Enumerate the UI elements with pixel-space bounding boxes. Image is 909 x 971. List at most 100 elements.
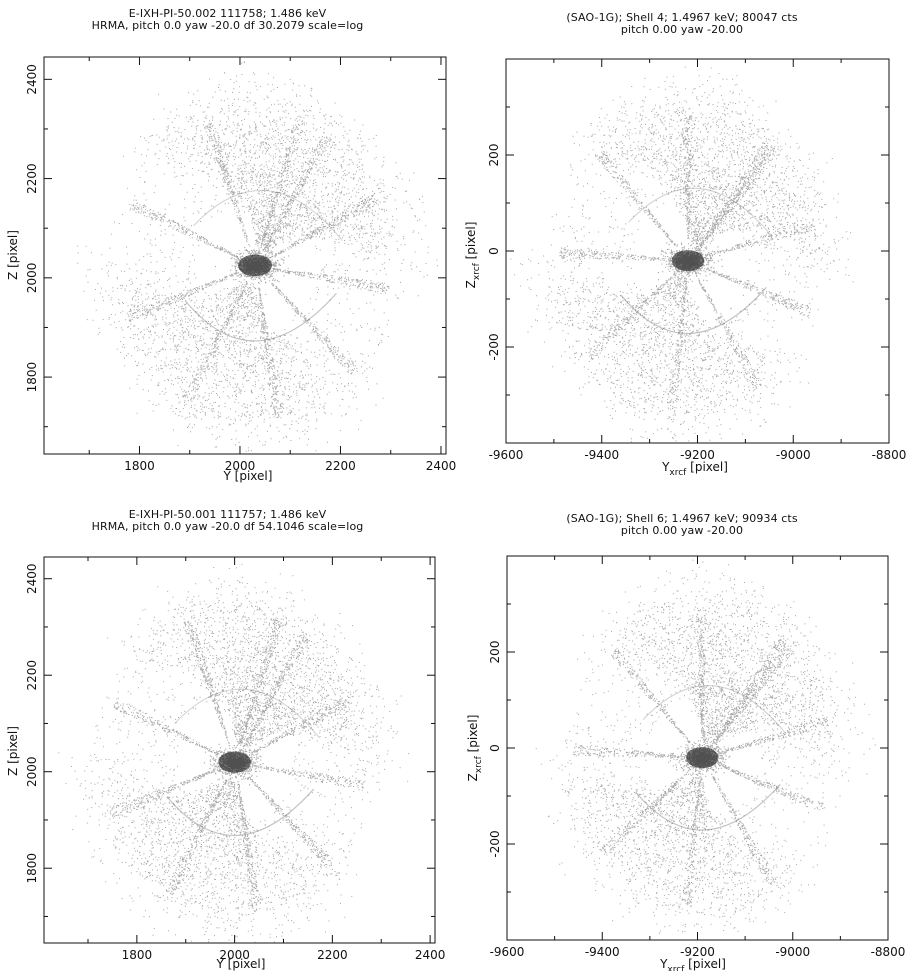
y-tick-label: 2000 <box>25 756 39 787</box>
y-axis-label-group: Z [pixel] <box>6 230 20 280</box>
x-tick-group: -9600 -9400 -9200 -9000 -8800 <box>489 59 906 462</box>
x-tick-label: -9000 <box>776 448 811 462</box>
x-tick-group: -9600 -9400 -9200 -9000 -8800 <box>490 556 905 959</box>
scatter-density-layer <box>535 559 876 934</box>
panel-bottom-left: E-IXH-PI-50.001 111757; 1.486 keV HRMA, … <box>0 486 455 971</box>
x-axis-label: Y [pixel] <box>223 469 273 483</box>
x-tick-label: -9200 <box>680 448 715 462</box>
x-tick-label: -9200 <box>680 945 715 959</box>
y-tick-label: -200 <box>488 830 502 857</box>
scatter-density-layer <box>77 61 438 452</box>
y-tick-group: 1800 2000 2200 2400 <box>25 64 446 428</box>
plot-frame <box>43 556 436 944</box>
x-tick-label: -9600 <box>489 448 524 462</box>
y-tick-label: 2400 <box>25 64 39 95</box>
chart-title: (SAO-1G); Shell 4; 1.4967 keV; 80047 cts <box>566 11 798 24</box>
y-tick-label-group: 2200 <box>25 163 39 194</box>
y-tick-label: 200 <box>487 144 501 167</box>
x-axis-label-tail: [pixel] <box>686 460 728 474</box>
y-tick-label-group: 2200 <box>25 660 39 691</box>
panel-top-right: (SAO-1G); Shell 4; 1.4967 keV; 80047 cts… <box>455 0 909 486</box>
y-axis-label-tail: [pixel] <box>466 715 480 757</box>
bright-core <box>686 747 719 769</box>
bright-core <box>238 254 272 277</box>
chart-title: (SAO-1G); Shell 6; 1.4967 keV; 90934 cts <box>566 512 798 525</box>
y-tick-label: 1800 <box>25 362 39 393</box>
x-tick-group: 1800 2000 2200 2400 <box>87 557 445 962</box>
y-tick-label: 2200 <box>25 660 39 691</box>
y-axis-label: Z [pixel] <box>6 726 20 776</box>
y-tick-label: 2000 <box>25 263 39 294</box>
plot-svg: 1800 2000 2200 2400 1800 2000 2200 2400 Z [pix… <box>6 556 445 971</box>
y-tick-label-group: 1800 <box>25 362 39 393</box>
y-axis-label-main: Z <box>466 773 480 781</box>
ring-arc <box>185 292 337 342</box>
ring-arc <box>628 187 773 238</box>
y-tick-label-group: 200 <box>487 144 501 167</box>
y-tick-label-group: 2400 <box>25 64 39 95</box>
ring-arc <box>166 788 315 837</box>
y-tick-label-group: 2000 <box>25 263 39 294</box>
y-tick-group: -200 0 200 <box>488 555 888 941</box>
x-tick-label: 2000 <box>219 948 250 962</box>
plot-frame <box>505 58 890 444</box>
y-tick-label: 1800 <box>25 853 39 884</box>
ring-arc <box>193 189 343 241</box>
bright-core <box>218 751 252 773</box>
chart-title: E-IXH-PI-50.002 111758; 1.486 keV <box>128 7 327 20</box>
ring-arc <box>174 688 320 739</box>
y-tick-label-group: 2400 <box>25 563 39 594</box>
y-axis-label-tail: [pixel] <box>464 222 478 264</box>
plot-frame <box>506 555 889 941</box>
y-tick-label-group: 200 <box>488 641 502 664</box>
x-axis-label: Y [pixel] <box>216 957 266 971</box>
y-tick-label-group: -200 <box>488 830 502 857</box>
y-tick-label-group: 1800 <box>25 853 39 884</box>
x-tick-label: 2000 <box>225 459 256 473</box>
plot-area: -9600 -9400 -9200 -9000 -8800 -200 0 200 <box>487 58 906 462</box>
x-tick-label: -9600 <box>490 945 525 959</box>
y-axis-label-group: Z [pixel] <box>6 726 20 776</box>
y-tick-label-group: 0 <box>488 744 502 752</box>
y-axis-label: Zxrcf [pixel] <box>464 222 482 289</box>
panel-bottom-right: (SAO-1G); Shell 6; 1.4967 keV; 90934 cts… <box>455 486 909 971</box>
scatter-points <box>535 559 876 934</box>
y-tick-label: -200 <box>487 333 501 360</box>
plot-area: 1800 2000 2200 2400 1800 2000 2200 2400 <box>25 556 445 962</box>
y-tick-label: 200 <box>488 641 502 664</box>
y-tick-label: 0 <box>487 247 501 255</box>
y-axis-label-group: Zxrcf [pixel] <box>464 222 482 289</box>
chart-title: E-IXH-PI-50.001 111757; 1.486 keV <box>128 508 327 521</box>
x-tick-label: -9400 <box>584 448 619 462</box>
y-tick-label: 0 <box>488 744 502 752</box>
x-tick-label: 2200 <box>325 459 356 473</box>
x-axis-label-main: Y <box>659 957 668 971</box>
ring-arc <box>620 287 767 335</box>
scatter-density-layer <box>58 563 410 943</box>
x-tick-group: 1800 2000 2200 2400 <box>88 57 457 473</box>
y-axis-label: Zxrcf [pixel] <box>466 715 484 782</box>
x-axis-label-tail: [pixel] <box>684 957 726 971</box>
y-tick-label: 2200 <box>25 163 39 194</box>
y-tick-label-group: 2000 <box>25 756 39 787</box>
x-tick-label: -9000 <box>775 945 810 959</box>
x-tick-label: -9400 <box>585 945 620 959</box>
y-tick-label-group: 0 <box>487 247 501 255</box>
y-axis-label-sub: xrcf <box>474 755 484 773</box>
y-tick-group: -200 0 200 <box>487 58 889 444</box>
plot-frame <box>43 56 447 455</box>
plot-svg: -9600 -9400 -9200 -9000 -8800 -200 0 200 Zxrcf… <box>466 555 905 971</box>
y-axis-label-group: Zxrcf [pixel] <box>466 715 484 782</box>
x-tick-label: 2400 <box>426 459 457 473</box>
plot-area: -9600 -9400 -9200 -9000 -8800 -200 0 200 <box>488 555 905 959</box>
x-axis-label: Yxrcf [pixel] <box>659 957 726 971</box>
plot-area: 1800 2000 2200 2400 1800 2000 2200 2400 <box>25 56 457 473</box>
x-axis-label-main: Y <box>661 460 670 474</box>
panel-top-left: E-IXH-PI-50.002 111758; 1.486 keV HRMA, … <box>0 0 457 486</box>
ring-arc <box>642 685 787 735</box>
x-axis-label: Yxrcf [pixel] <box>661 460 728 478</box>
chart-subtitle: pitch 0.00 yaw -20.00 <box>620 23 744 36</box>
x-tick-label: 1800 <box>122 948 153 962</box>
x-tick-label: 1800 <box>124 459 155 473</box>
y-axis-label-sub: xrcf <box>472 262 482 280</box>
